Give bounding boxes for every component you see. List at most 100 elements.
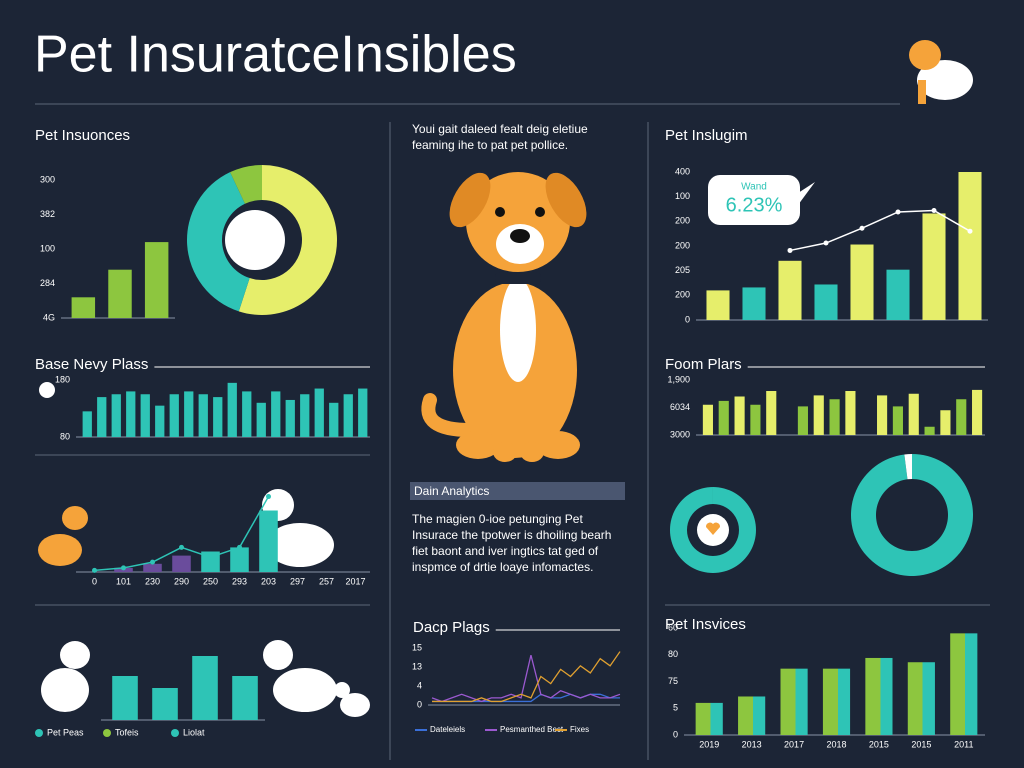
callout-value: 6.23%: [726, 194, 783, 216]
bar: [242, 391, 252, 437]
bar: [972, 389, 983, 435]
pie-segment: [669, 487, 756, 573]
legend-label: Fixes: [570, 725, 589, 734]
pie-segment: [187, 172, 250, 312]
bar: [877, 395, 888, 435]
y-tick-label: 6034: [670, 402, 690, 412]
dog-shape: [263, 640, 293, 670]
y-tick-label: 100: [675, 191, 690, 201]
dog-shape: [266, 523, 334, 567]
dog-shape: [466, 172, 570, 272]
dog-shape: [496, 224, 544, 264]
y-tick-label: 13: [412, 661, 422, 671]
bar: [813, 395, 824, 435]
dog-shape: [705, 522, 721, 535]
trend-point: [237, 544, 242, 550]
y-tick-label: 0: [673, 729, 678, 739]
bar: [924, 426, 935, 435]
x-tick-label: 2019: [699, 739, 719, 749]
bar: [750, 404, 761, 435]
dog-shape: [500, 278, 536, 382]
callout-label: Wand: [741, 182, 767, 193]
bar: [829, 399, 840, 435]
dog-shape: [545, 172, 587, 228]
analytics-line: The magien 0-ioe petunging Pet: [412, 512, 583, 526]
y-tick-label: 0: [685, 314, 690, 324]
dog-shape: [456, 431, 500, 459]
dog-shape: [495, 207, 505, 217]
bar: [940, 410, 951, 435]
bar: [192, 656, 218, 720]
x-tick-label: 101: [116, 576, 131, 586]
bar: [201, 551, 220, 572]
trend-line: [789, 209, 971, 252]
bar: [358, 388, 368, 437]
trend-point: [150, 559, 155, 565]
x-tick-label: 230: [145, 576, 160, 586]
callout: Wand 6.23%: [708, 175, 815, 225]
x-tick-label: 203: [261, 576, 276, 586]
series-line: [431, 654, 621, 703]
dog-shape: [510, 229, 530, 243]
x-tick-label: 290: [174, 576, 189, 586]
trend-point: [931, 207, 937, 213]
bar: [922, 213, 946, 320]
x-tick-label: 2015: [869, 739, 889, 749]
bar: [797, 406, 808, 435]
bar: [111, 394, 121, 437]
bar: [259, 510, 278, 572]
bar: [329, 402, 339, 437]
bar: [71, 297, 96, 318]
bar: [738, 696, 766, 735]
bar: [958, 172, 982, 320]
y-tick-label: 300: [40, 174, 55, 184]
bar: [172, 555, 191, 572]
y-tick-label: 1,900: [667, 374, 690, 384]
trend-point: [895, 209, 901, 215]
bar: [143, 563, 162, 572]
dog-shape: [39, 382, 55, 398]
bar: [232, 676, 258, 720]
y-tick-label: 15: [412, 642, 422, 652]
y-tick-label: 75: [668, 676, 678, 686]
bar: [230, 547, 249, 572]
dog-shape: [493, 442, 517, 462]
y-tick-label: 200: [675, 290, 690, 300]
x-tick-label: 0: [92, 576, 97, 586]
y-tick-label: 205: [675, 265, 690, 275]
chart-title: Pet Insuonces: [35, 127, 130, 144]
bar: [140, 394, 150, 437]
series-line: [432, 651, 621, 703]
trend-point: [859, 225, 865, 231]
trend-point: [266, 494, 271, 500]
bar: [766, 391, 777, 435]
chart-title: Base Nevy Plass: [35, 356, 148, 373]
chart-title: Pet Inslugim: [665, 127, 748, 144]
pie-segment: [230, 165, 262, 204]
chart-title: Pet Insvices: [665, 616, 746, 633]
y-tick-label: 4: [417, 680, 422, 690]
dog-illustration: [38, 40, 973, 717]
legend-swatch: [171, 729, 179, 737]
dog-shape: [495, 272, 541, 284]
dog-shape: [62, 506, 88, 530]
bar: [950, 633, 978, 735]
y-tick-label: 4G: [43, 312, 55, 322]
bar: [112, 676, 138, 720]
trend-point: [208, 554, 213, 560]
page-title: Pet InsuratceInsibles: [34, 26, 517, 84]
x-tick-label: 2017: [784, 739, 804, 749]
y-tick-label: 80: [668, 649, 678, 659]
heading-band: [410, 482, 625, 500]
trend-point: [92, 567, 97, 573]
trend-point: [967, 228, 973, 234]
dog-shape: [909, 40, 941, 70]
y-tick-label: 3000: [670, 429, 690, 439]
y-tick-label: 5: [673, 703, 678, 713]
callout-tail: [795, 182, 815, 205]
x-tick-label: 2015: [911, 739, 931, 749]
y-tick-label: 180: [55, 374, 70, 384]
dog-shape: [520, 442, 544, 462]
intro-line: feaming ihe to pat pet pollice.: [412, 138, 568, 152]
